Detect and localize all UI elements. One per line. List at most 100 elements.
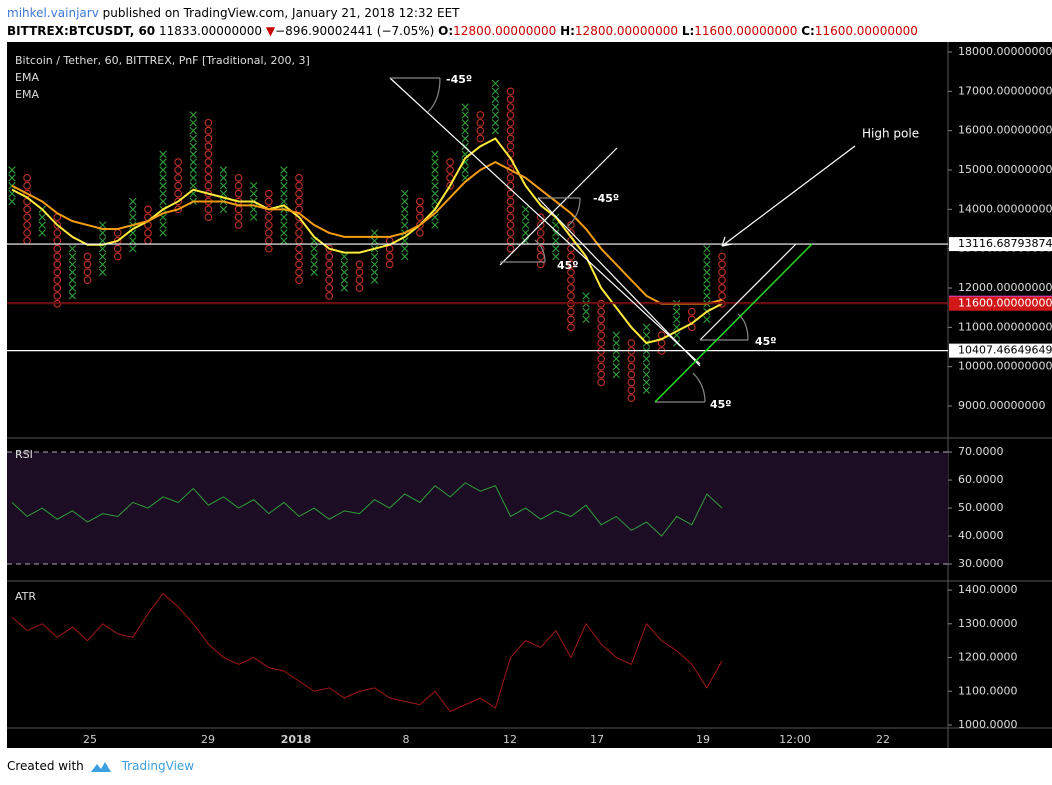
x-box bbox=[159, 150, 167, 158]
o-box bbox=[627, 339, 636, 347]
trendline bbox=[699, 243, 797, 341]
y-tick-label: 1200.0000 bbox=[958, 651, 1018, 664]
x-box bbox=[491, 87, 500, 96]
o-box bbox=[597, 339, 606, 347]
o-box bbox=[416, 205, 424, 214]
level-label: 13116.68793874 bbox=[958, 237, 1052, 250]
x-box bbox=[250, 205, 258, 214]
y-tick-label: 1400.0000 bbox=[958, 583, 1018, 596]
x-box bbox=[521, 205, 530, 214]
x-box bbox=[521, 237, 530, 245]
x-box bbox=[189, 158, 197, 166]
o-box bbox=[264, 244, 273, 253]
o-box bbox=[597, 331, 606, 340]
x-box bbox=[612, 339, 620, 347]
o-box bbox=[567, 292, 575, 300]
x-box bbox=[642, 331, 651, 339]
o-box bbox=[264, 213, 273, 222]
l-label: L: bbox=[681, 24, 695, 38]
x-box bbox=[552, 244, 560, 253]
o-box bbox=[416, 229, 424, 237]
header: mihkel.vainjarv published on TradingView… bbox=[7, 4, 918, 40]
o-box bbox=[264, 189, 273, 198]
x-box bbox=[401, 213, 409, 221]
o-box bbox=[567, 252, 575, 261]
x-box bbox=[642, 386, 651, 394]
x-box bbox=[401, 205, 409, 214]
x-box bbox=[642, 355, 651, 363]
x-box bbox=[491, 111, 500, 119]
y-tick-label: 1000.0000 bbox=[958, 718, 1018, 731]
o-box bbox=[506, 142, 515, 151]
x-box bbox=[703, 284, 711, 292]
x-box bbox=[219, 182, 228, 190]
y-tick-label: 60.0000 bbox=[958, 473, 1004, 486]
x-box bbox=[129, 205, 137, 214]
o-box bbox=[144, 229, 152, 237]
pnf-column bbox=[340, 252, 349, 292]
angle-arc bbox=[700, 313, 749, 341]
y-tick-label: 30.0000 bbox=[958, 557, 1004, 570]
o-box bbox=[597, 378, 606, 387]
pnf-column bbox=[552, 213, 560, 261]
x-box bbox=[68, 292, 77, 300]
x-box bbox=[98, 244, 107, 253]
logo bbox=[91, 762, 111, 772]
x-box bbox=[68, 252, 77, 261]
trendline bbox=[537, 197, 701, 367]
author[interactable]: mihkel.vainjarv bbox=[7, 6, 99, 20]
o-box bbox=[385, 260, 394, 269]
x-box bbox=[582, 315, 590, 324]
o-box bbox=[174, 166, 183, 174]
arrow-line bbox=[721, 145, 856, 247]
x-box bbox=[280, 221, 288, 229]
o-box bbox=[506, 126, 515, 135]
o-box bbox=[506, 111, 515, 119]
o-box bbox=[295, 244, 303, 253]
o-box bbox=[506, 244, 515, 253]
pnf-column bbox=[461, 103, 469, 182]
x-box bbox=[521, 229, 530, 237]
level-label-box bbox=[949, 296, 1052, 311]
x-box bbox=[280, 174, 288, 182]
o-box bbox=[295, 197, 303, 206]
pnf-column bbox=[627, 339, 636, 402]
x-box bbox=[642, 323, 651, 332]
o-box bbox=[536, 229, 545, 237]
o-box bbox=[597, 315, 606, 324]
arrow: ▼ bbox=[265, 24, 276, 38]
pnf-column bbox=[280, 166, 288, 245]
x-box bbox=[672, 307, 681, 316]
x-box bbox=[159, 182, 167, 190]
x-box bbox=[461, 134, 469, 143]
angle-arc bbox=[538, 197, 581, 227]
trendline bbox=[389, 77, 701, 365]
x-tick-label: 22 bbox=[876, 733, 890, 746]
y-tick-label: 18000.00000000 bbox=[958, 45, 1052, 58]
y-tick-label: 9000.00000000 bbox=[958, 399, 1045, 412]
x-box bbox=[189, 134, 197, 143]
header-line: mihkel.vainjarv published on TradingView… bbox=[7, 4, 918, 22]
panel-title: RSI bbox=[15, 448, 33, 461]
o-box bbox=[567, 260, 575, 269]
o-box bbox=[264, 229, 273, 237]
pnf-column bbox=[53, 213, 62, 308]
pnf-column bbox=[416, 197, 424, 237]
x-box bbox=[250, 189, 258, 198]
x-box bbox=[189, 182, 197, 190]
annotation: -45º bbox=[593, 192, 619, 205]
pnf-column bbox=[189, 111, 197, 206]
o-box bbox=[53, 276, 62, 284]
x-box bbox=[159, 221, 167, 229]
o-box bbox=[567, 221, 575, 229]
o-box bbox=[627, 362, 636, 371]
change: −896.90002441 (−7.05%) bbox=[275, 24, 435, 38]
x-box bbox=[370, 229, 379, 237]
o-box bbox=[355, 268, 364, 277]
x-box bbox=[431, 182, 439, 190]
x-tick-label: 29 bbox=[201, 733, 215, 746]
brand[interactable]: TradingView bbox=[121, 759, 195, 773]
x-box bbox=[68, 284, 77, 292]
x-box bbox=[280, 229, 288, 237]
o-box bbox=[325, 252, 334, 261]
